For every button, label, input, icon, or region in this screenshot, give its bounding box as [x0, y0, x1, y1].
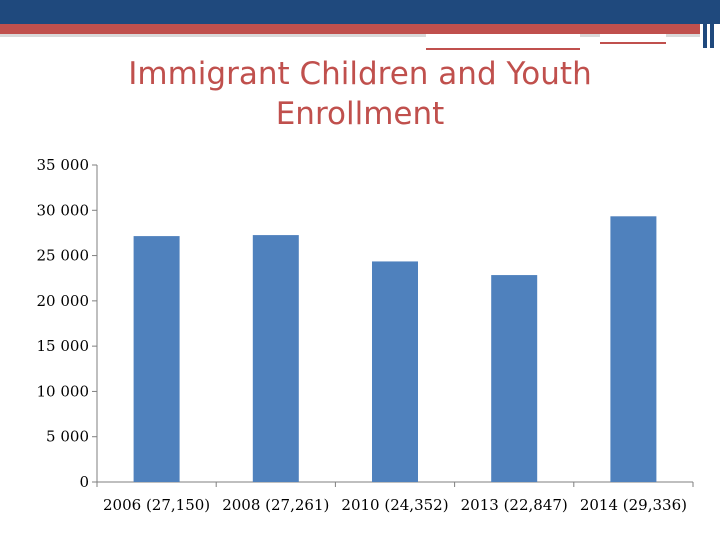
header-tab-decoration — [426, 34, 580, 50]
x-tick-label: 2014 (29,336) — [580, 496, 687, 514]
bar — [133, 236, 180, 482]
y-tick-label: 35 000 — [37, 156, 90, 174]
header-band-red — [0, 24, 700, 34]
bar — [610, 216, 657, 482]
header-band-grey — [0, 34, 720, 37]
y-tick-label: 15 000 — [37, 337, 90, 355]
header-tab-decoration-small — [600, 34, 666, 44]
y-tick-label: 30 000 — [37, 201, 90, 219]
y-tick-label: 0 — [79, 473, 89, 491]
y-tick-label: 10 000 — [37, 382, 90, 400]
y-tick-label: 5 000 — [46, 428, 89, 446]
bar — [252, 235, 299, 482]
x-tick-label: 2010 (24,352) — [341, 496, 448, 514]
x-tick-label: 2006 (27,150) — [103, 496, 210, 514]
header-band-blue — [0, 0, 720, 24]
y-tick-label: 20 000 — [37, 292, 90, 310]
y-tick-label: 25 000 — [37, 247, 90, 265]
bar — [372, 261, 418, 482]
x-tick-label: 2008 (27,261) — [222, 496, 329, 514]
x-tick-label: 2013 (22,847) — [461, 496, 568, 514]
header-side-decoration — [700, 24, 720, 48]
bar — [491, 275, 538, 482]
chart-title: Immigrant Children and Youth Enrollment — [128, 56, 592, 132]
